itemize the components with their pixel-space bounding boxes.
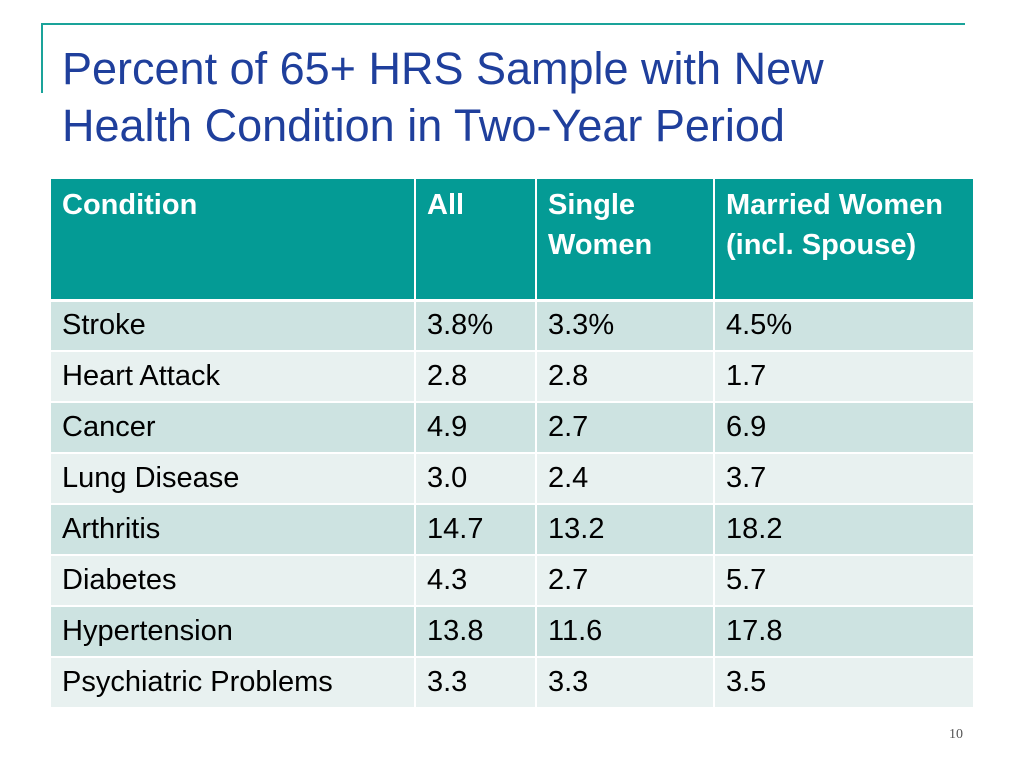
condition-cell: Stroke — [51, 300, 416, 352]
single-women-cell: 3.3% — [536, 300, 715, 352]
married-women-cell: 3.5 — [714, 657, 973, 709]
all-cell: 3.3 — [415, 657, 537, 709]
condition-cell: Psychiatric Problems — [51, 657, 416, 709]
all-cell: 3.0 — [415, 453, 537, 505]
table-row: Psychiatric Problems 3.3 3.3 3.5 — [51, 657, 973, 709]
condition-cell: Arthritis — [51, 504, 416, 556]
married-women-cell: 3.7 — [714, 453, 973, 505]
table-row: Stroke 3.8% 3.3% 4.5% — [51, 300, 973, 352]
all-cell: 2.8 — [415, 351, 537, 403]
single-women-cell: 2.7 — [536, 555, 715, 607]
condition-cell: Cancer — [51, 402, 416, 454]
all-cell: 4.3 — [415, 555, 537, 607]
condition-cell: Hypertension — [51, 606, 416, 658]
single-women-cell: 2.4 — [536, 453, 715, 505]
condition-cell: Diabetes — [51, 555, 416, 607]
accent-line-left — [41, 23, 43, 93]
married-women-cell: 5.7 — [714, 555, 973, 607]
header-condition: Condition — [51, 179, 416, 302]
page-number: 10 — [949, 727, 963, 742]
condition-cell: Lung Disease — [51, 453, 416, 505]
all-cell: 4.9 — [415, 402, 537, 454]
table-row: Lung Disease 3.0 2.4 3.7 — [51, 453, 973, 505]
single-women-cell: 2.8 — [536, 351, 715, 403]
married-women-cell: 17.8 — [714, 606, 973, 658]
accent-line-top — [41, 23, 965, 25]
married-women-cell: 6.9 — [714, 402, 973, 454]
married-women-cell: 1.7 — [714, 351, 973, 403]
header-single-women: Single Women — [536, 179, 715, 302]
table-header-row: Condition All Single Women Married Women… — [51, 179, 973, 302]
condition-cell: Heart Attack — [51, 351, 416, 403]
header-married-women: Married Women (incl. Spouse) — [714, 179, 973, 302]
single-women-cell: 13.2 — [536, 504, 715, 556]
table-row: Diabetes 4.3 2.7 5.7 — [51, 555, 973, 607]
single-women-cell: 11.6 — [536, 606, 715, 658]
slide-title: Percent of 65+ HRS Sample with New Healt… — [62, 43, 824, 151]
married-women-cell: 4.5% — [714, 300, 973, 352]
table-row: Hypertension 13.8 11.6 17.8 — [51, 606, 973, 658]
all-cell: 14.7 — [415, 504, 537, 556]
table-row: Arthritis 14.7 13.2 18.2 — [51, 504, 973, 556]
married-women-cell: 18.2 — [714, 504, 973, 556]
all-cell: 3.8% — [415, 300, 537, 352]
single-women-cell: 3.3 — [536, 657, 715, 709]
all-cell: 13.8 — [415, 606, 537, 658]
header-all: All — [415, 179, 537, 302]
table-row: Cancer 4.9 2.7 6.9 — [51, 402, 973, 454]
table-row: Heart Attack 2.8 2.8 1.7 — [51, 351, 973, 403]
conditions-table: Condition All Single Women Married Women… — [51, 179, 973, 709]
single-women-cell: 2.7 — [536, 402, 715, 454]
